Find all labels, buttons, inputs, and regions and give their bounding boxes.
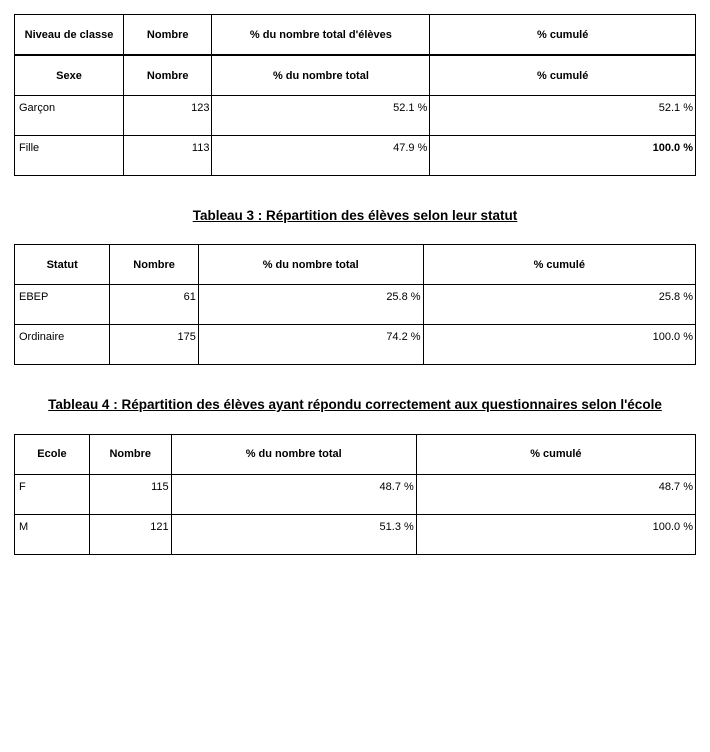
cell-pct: 52.1 % <box>212 96 430 136</box>
cell-label: Fille <box>15 136 124 176</box>
col-header-sexe: Sexe <box>15 56 124 96</box>
table-header-row: Niveau de classe Nombre % du nombre tota… <box>15 15 696 55</box>
col-header-pct-cumul: % cumulé <box>416 434 695 474</box>
cell-cumul: 52.1 % <box>430 96 696 136</box>
table-row: EBEP 61 25.8 % 25.8 % <box>15 285 696 325</box>
cell-pct: 48.7 % <box>171 474 416 514</box>
col-header-nombre: Nombre <box>123 15 212 55</box>
cell-nombre: 61 <box>110 285 199 325</box>
cell-pct: 25.8 % <box>198 285 423 325</box>
cell-nombre: 115 <box>89 474 171 514</box>
col-header-pct-total: % du nombre total <box>198 245 423 285</box>
cell-cumul: 100.0 % <box>416 514 695 554</box>
table-row: Ordinaire 175 74.2 % 100.0 % <box>15 325 696 365</box>
col-header-niveau: Niveau de classe <box>15 15 124 55</box>
col-header-pct-cumul: % cumulé <box>430 15 696 55</box>
cell-nombre: 175 <box>110 325 199 365</box>
col-header-pct-total: % du nombre total d'élèves <box>212 15 430 55</box>
caption-tableau-3: Tableau 3 : Répartition des élèves selon… <box>14 206 696 226</box>
cell-pct: 51.3 % <box>171 514 416 554</box>
caption-tableau-4: Tableau 4 : Répartition des élèves ayant… <box>14 395 696 415</box>
cell-pct: 47.9 % <box>212 136 430 176</box>
table-row: Fille 113 47.9 % 100.0 % <box>15 136 696 176</box>
cell-label: Garçon <box>15 96 124 136</box>
cell-label: EBEP <box>15 285 110 325</box>
cell-nombre: 121 <box>89 514 171 554</box>
table-header-row: Sexe Nombre % du nombre total % cumulé <box>15 56 696 96</box>
cell-nombre: 113 <box>123 136 212 176</box>
col-header-statut: Statut <box>15 245 110 285</box>
table-row: M 121 51.3 % 100.0 % <box>15 514 696 554</box>
cell-cumul: 100.0 % <box>423 325 695 365</box>
col-header-ecole: Ecole <box>15 434 90 474</box>
cell-pct: 74.2 % <box>198 325 423 365</box>
col-header-pct-cumul: % cumulé <box>423 245 695 285</box>
table-header-row: Statut Nombre % du nombre total % cumulé <box>15 245 696 285</box>
cell-label: F <box>15 474 90 514</box>
cell-cumul: 48.7 % <box>416 474 695 514</box>
col-header-nombre: Nombre <box>89 434 171 474</box>
col-header-nombre: Nombre <box>110 245 199 285</box>
table-row: Garçon 123 52.1 % 52.1 % <box>15 96 696 136</box>
cell-cumul: 100.0 % <box>430 136 696 176</box>
cell-nombre: 123 <box>123 96 212 136</box>
col-header-nombre: Nombre <box>123 56 212 96</box>
cell-cumul: 25.8 % <box>423 285 695 325</box>
col-header-pct-total: % du nombre total <box>212 56 430 96</box>
col-header-pct-cumul: % cumulé <box>430 56 696 96</box>
cell-label: M <box>15 514 90 554</box>
table-ecole: Ecole Nombre % du nombre total % cumulé … <box>14 434 696 555</box>
table-sexe: Sexe Nombre % du nombre total % cumulé G… <box>14 55 696 176</box>
table-header-row: Ecole Nombre % du nombre total % cumulé <box>15 434 696 474</box>
cell-label: Ordinaire <box>15 325 110 365</box>
table-niveau-classe: Niveau de classe Nombre % du nombre tota… <box>14 14 696 55</box>
table-statut: Statut Nombre % du nombre total % cumulé… <box>14 244 696 365</box>
table-row: F 115 48.7 % 48.7 % <box>15 474 696 514</box>
col-header-pct-total: % du nombre total <box>171 434 416 474</box>
